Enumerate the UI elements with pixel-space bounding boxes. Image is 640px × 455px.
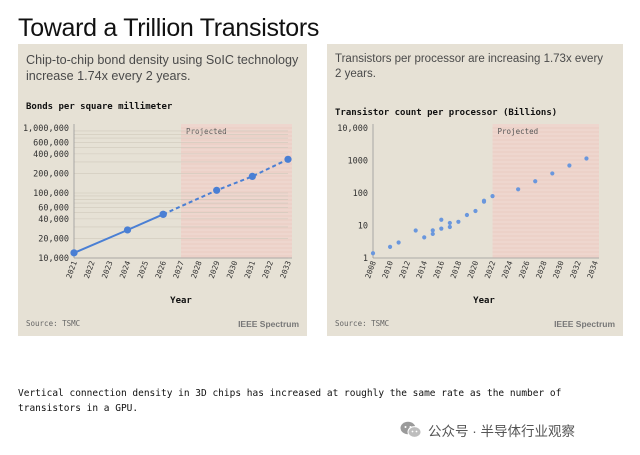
y-tick-label: 1,000,000 — [23, 124, 69, 134]
y-tick-label: 10 — [358, 222, 368, 232]
ieee-spectrum-logo: IEEE Spectrum — [238, 319, 299, 329]
source-note: Source: TSMC — [26, 319, 81, 328]
source-note: Source: TSMC — [335, 319, 390, 328]
y-tick-label: 600,000 — [33, 138, 69, 148]
data-point — [284, 155, 292, 163]
data-point — [413, 228, 418, 233]
x-tick-label: 2012 — [397, 260, 412, 280]
measured-series-line — [73, 213, 164, 254]
x-tick-label: 2014 — [414, 259, 429, 280]
x-tick-label: 2022 — [82, 260, 97, 280]
projected-region — [181, 124, 292, 258]
x-tick-label: 2026 — [153, 259, 168, 280]
data-point — [213, 186, 221, 194]
y-tick-label: 60,000 — [38, 203, 69, 213]
data-point — [481, 198, 487, 203]
data-point — [422, 235, 427, 240]
figure-caption: Vertical connection density in 3D chips … — [18, 388, 562, 414]
page-title: Toward a Trillion Transistors — [18, 14, 320, 42]
watermark-text: 公众号 · 半导体行业观察 — [428, 424, 575, 439]
x-tick-label: 2016 — [432, 259, 447, 280]
x-tick-label: 2010 — [380, 259, 395, 280]
x-tick-label: 2023 — [100, 260, 115, 280]
y-tick-label: 100,000 — [33, 189, 69, 199]
projected-series-line — [162, 158, 289, 216]
wechat-watermark: 公众号 · 半导体行业观察 — [400, 420, 575, 440]
data-point — [396, 240, 401, 245]
y-tick-label: 400,000 — [33, 150, 69, 160]
data-point — [464, 212, 470, 218]
data-point — [447, 224, 452, 230]
x-tick-label: 2028 — [189, 259, 204, 280]
data-point — [516, 187, 521, 192]
data-point — [123, 226, 132, 234]
data-point — [473, 208, 478, 214]
chart-subtitle: Transistors per processor are increasing… — [335, 53, 604, 80]
data-point — [70, 249, 78, 257]
ieee-spectrum-logo: IEEE Spectrum — [554, 319, 615, 329]
data-point — [370, 251, 376, 256]
data-point — [567, 163, 572, 168]
wechat-icon — [400, 421, 422, 438]
y-tick-label: 100 — [353, 189, 368, 199]
bond-density-chart: Projected 1,000,000 600,000 400,000 200,000 1… — [23, 124, 293, 306]
y-tick-label: 1 — [363, 254, 368, 264]
data-point — [533, 179, 538, 184]
chart-subtitle: Chip-to-chip bond density using SoIC tec… — [26, 53, 299, 83]
x-tick-label: 2026 — [517, 259, 532, 280]
x-tick-label: 2030 — [551, 259, 566, 280]
data-point — [430, 228, 435, 233]
data-point — [430, 231, 435, 237]
data-point — [456, 219, 461, 224]
bond-density-chart-panel: Chip-to-chip bond density using SoIC tec… — [18, 44, 307, 336]
y-tick-label: 40,000 — [38, 215, 69, 225]
transistor-count-chart-panel: Transistors per processor are increasing… — [327, 44, 623, 336]
y-tick-label: 10,000 — [337, 124, 368, 134]
projected-label: Projected — [498, 127, 539, 136]
x-tick-label: 2032 — [260, 260, 275, 280]
data-point — [439, 226, 444, 231]
x-tick-label: 2022 — [483, 260, 498, 280]
x-axis-label: Year — [473, 296, 495, 306]
x-tick-label: 2024 — [500, 259, 515, 280]
data-point — [159, 210, 167, 218]
x-tick-label: 2025 — [136, 260, 151, 280]
data-point — [490, 194, 495, 199]
data-point — [550, 171, 555, 176]
y-tick-label: 10,000 — [38, 254, 69, 264]
x-tick-label: 2029 — [207, 260, 222, 280]
data-point — [584, 156, 589, 161]
y-axis-label: Bonds per square millimeter — [26, 102, 173, 112]
y-tick-label: 200,000 — [33, 169, 69, 179]
x-tick-label: 2030 — [225, 259, 240, 280]
y-tick-label: 1000 — [348, 157, 368, 167]
x-tick-label: 2034 — [585, 259, 600, 280]
x-tick-label: 2033 — [278, 260, 293, 280]
projected-label: Projected — [186, 127, 227, 136]
data-point — [387, 244, 393, 249]
data-point — [447, 220, 452, 226]
x-tick-label: 2027 — [171, 260, 186, 280]
x-tick-label: 2024 — [118, 259, 133, 280]
x-tick-label: 2031 — [243, 260, 258, 280]
x-tick-label: 2018 — [449, 259, 464, 280]
y-axis-label: Transistor count per processor (Billions… — [335, 108, 558, 118]
x-tick-label: 2020 — [466, 259, 481, 280]
x-tick-label: 2028 — [534, 259, 549, 280]
x-axis-label: Year — [170, 296, 192, 306]
y-tick-label: 20,000 — [38, 234, 69, 244]
data-point — [248, 172, 256, 181]
x-tick-label: 2032 — [568, 260, 583, 280]
projected-region — [492, 124, 599, 258]
data-point — [439, 217, 444, 222]
